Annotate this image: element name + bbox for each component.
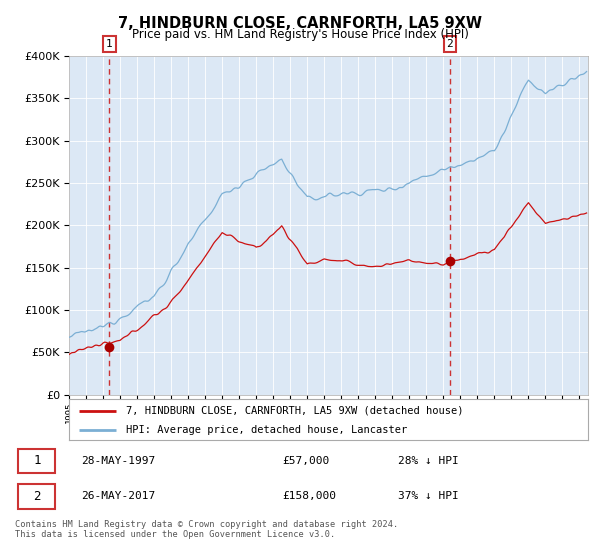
- Text: £57,000: £57,000: [283, 456, 330, 466]
- FancyBboxPatch shape: [18, 484, 55, 508]
- Text: Price paid vs. HM Land Registry's House Price Index (HPI): Price paid vs. HM Land Registry's House …: [131, 28, 469, 41]
- Text: 1: 1: [33, 454, 41, 468]
- Text: 2: 2: [446, 39, 453, 49]
- Text: 26-MAY-2017: 26-MAY-2017: [81, 491, 155, 501]
- Text: Contains HM Land Registry data © Crown copyright and database right 2024.
This d: Contains HM Land Registry data © Crown c…: [15, 520, 398, 539]
- Text: 28% ↓ HPI: 28% ↓ HPI: [398, 456, 458, 466]
- Text: 1: 1: [106, 39, 113, 49]
- Text: 7, HINDBURN CLOSE, CARNFORTH, LA5 9XW (detached house): 7, HINDBURN CLOSE, CARNFORTH, LA5 9XW (d…: [126, 405, 464, 416]
- Text: 7, HINDBURN CLOSE, CARNFORTH, LA5 9XW: 7, HINDBURN CLOSE, CARNFORTH, LA5 9XW: [118, 16, 482, 31]
- Text: £158,000: £158,000: [283, 491, 337, 501]
- Text: 37% ↓ HPI: 37% ↓ HPI: [398, 491, 458, 501]
- Text: 28-MAY-1997: 28-MAY-1997: [81, 456, 155, 466]
- FancyBboxPatch shape: [18, 449, 55, 473]
- Text: 2: 2: [33, 489, 41, 503]
- Text: HPI: Average price, detached house, Lancaster: HPI: Average price, detached house, Lanc…: [126, 424, 407, 435]
